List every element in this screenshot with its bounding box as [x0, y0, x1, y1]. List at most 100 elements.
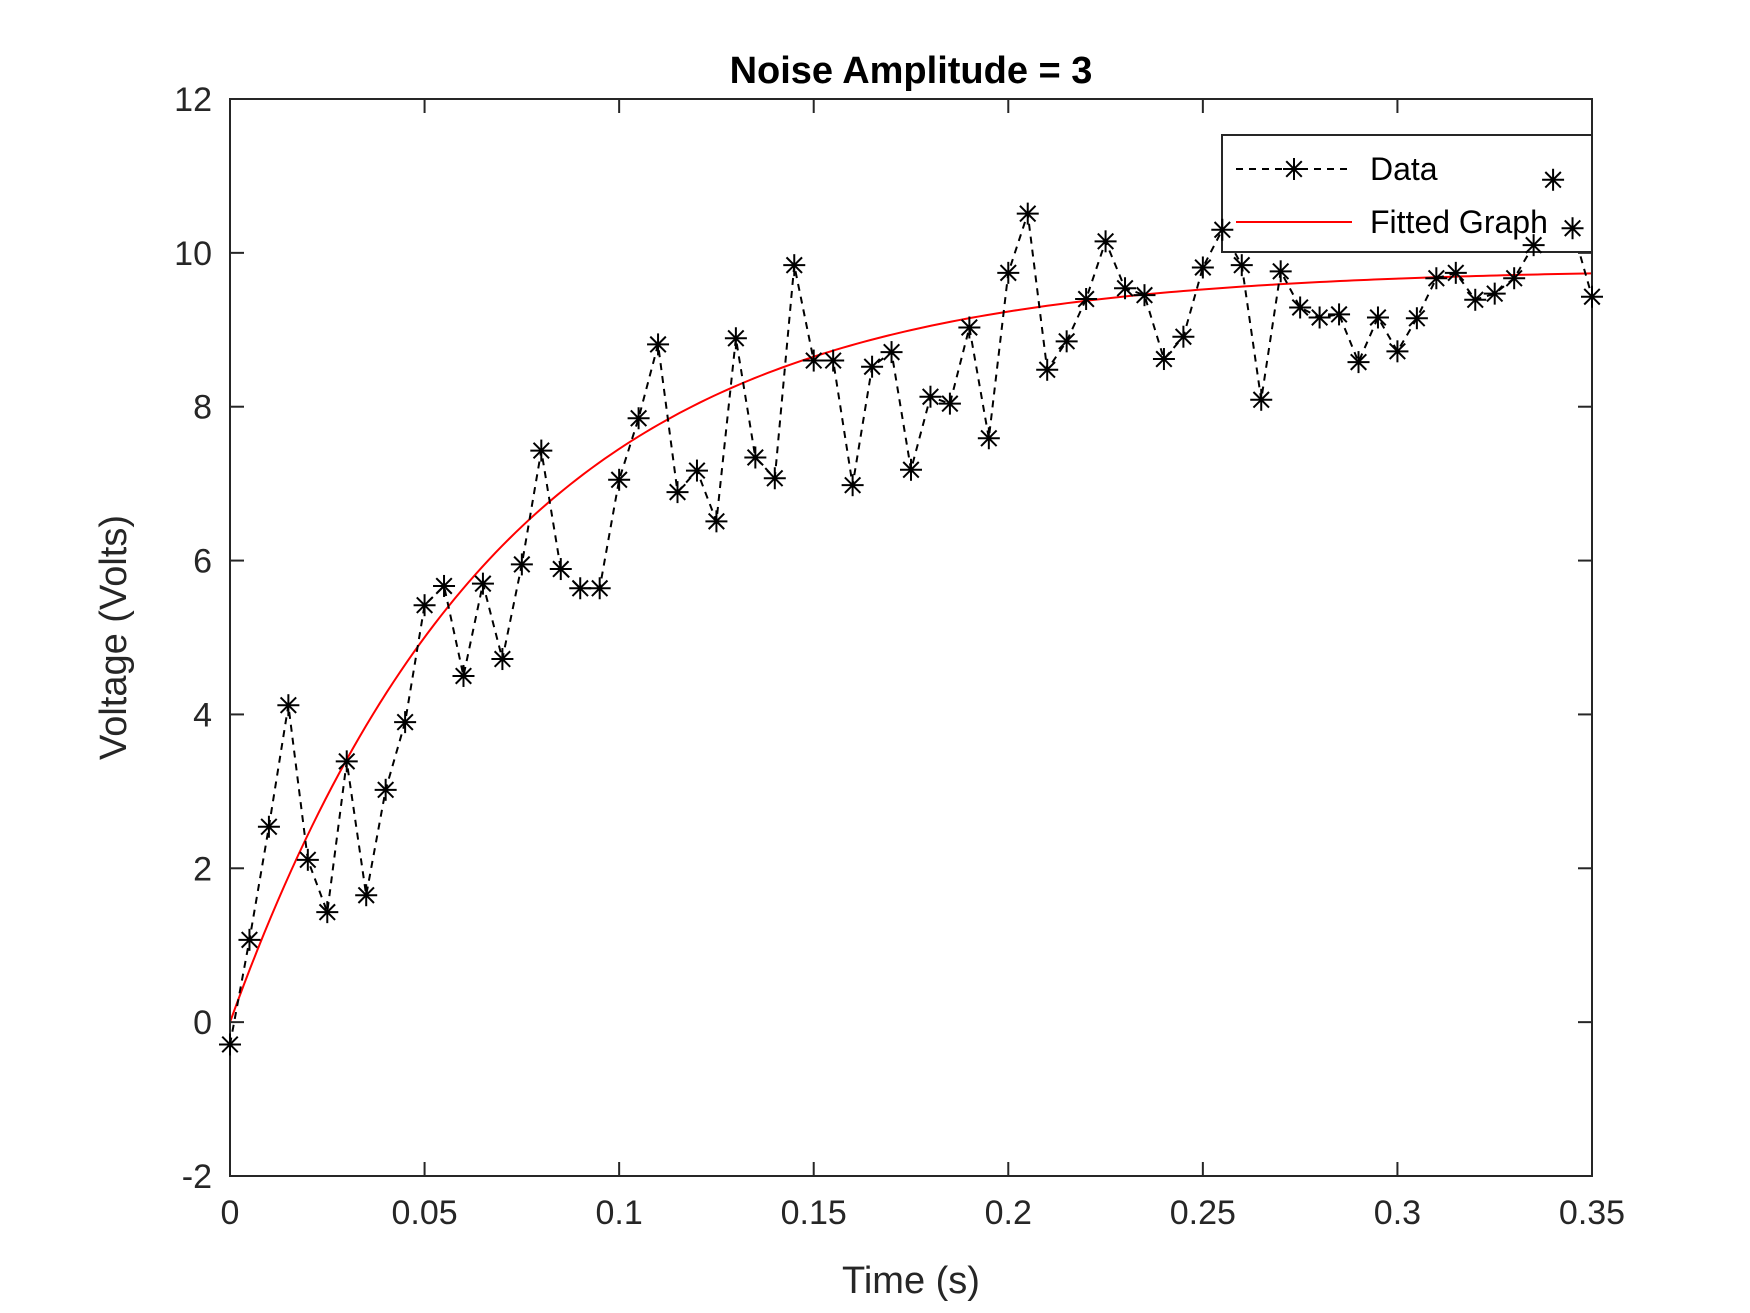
axes-box — [229, 98, 1593, 1177]
fitted-graph-line — [229, 272, 1593, 1023]
data-point — [1114, 277, 1137, 300]
data-point — [1425, 267, 1448, 290]
data-point — [569, 577, 592, 600]
chart-title: Noise Amplitude = 3 — [730, 50, 1093, 92]
data-point — [1016, 202, 1039, 225]
data-point — [433, 574, 456, 597]
plot-area — [230, 99, 1592, 1176]
data-point — [783, 254, 806, 277]
data-point — [1444, 261, 1467, 284]
data-point — [861, 355, 884, 378]
y-axis-title: Voltage (Volts) — [93, 515, 135, 760]
data-point — [277, 694, 300, 717]
data-point — [1464, 288, 1487, 311]
x-tick-label: 0.05 — [391, 1194, 457, 1232]
legend-entry-fitted-graph: Fitted Graph — [1370, 204, 1548, 240]
data-point — [1503, 267, 1526, 290]
data-point — [958, 316, 981, 339]
data-point — [452, 664, 475, 687]
data-point — [1133, 284, 1156, 307]
data-point — [1289, 296, 1312, 319]
x-tick-label: 0.25 — [1170, 1194, 1236, 1232]
data-point — [608, 468, 631, 491]
data-point — [763, 467, 786, 490]
data-point — [627, 407, 650, 430]
x-tick-label: 0.1 — [596, 1194, 643, 1232]
data-point — [510, 553, 533, 576]
data-point — [1269, 260, 1292, 283]
data-point — [900, 458, 922, 481]
legend: Data Fitted Graph — [1221, 134, 1593, 253]
data-point — [316, 901, 339, 924]
data-point — [1405, 307, 1428, 330]
data-point — [1075, 288, 1098, 311]
data-point — [296, 848, 319, 871]
y-tick-label: 12 — [174, 81, 212, 119]
data-point — [588, 577, 611, 600]
data-point — [919, 385, 942, 408]
x-tick-label: 0 — [221, 1194, 240, 1232]
y-tick-label: -2 — [182, 1158, 212, 1196]
data-point — [1581, 285, 1603, 308]
y-tick-label: 10 — [174, 235, 212, 273]
x-tick-label: 0.15 — [781, 1194, 847, 1232]
x-tick-labels: 0 0.05 0.1 0.15 0.2 0.25 0.3 0.35 — [221, 1194, 1626, 1232]
data-point — [413, 594, 436, 617]
x-axis-title: Time (s) — [842, 1260, 980, 1302]
fitted-series-layer — [229, 272, 1593, 1023]
data-point — [724, 327, 747, 350]
data-point — [1055, 330, 1078, 353]
data-point — [374, 778, 397, 801]
data-point — [977, 427, 1000, 450]
data-point — [1483, 282, 1506, 305]
data-point — [685, 459, 708, 482]
data-point — [1211, 218, 1234, 241]
data-point — [238, 928, 261, 951]
axis-ticks — [229, 98, 1593, 1177]
data-point — [997, 261, 1020, 284]
data-point — [1308, 306, 1331, 329]
y-tick-label: 0 — [193, 1004, 212, 1042]
data-point — [355, 884, 378, 907]
data-point — [1191, 256, 1214, 279]
x-tick-label: 0.3 — [1374, 1194, 1421, 1232]
data-point — [1347, 351, 1370, 374]
y-tick-label: 2 — [193, 850, 212, 888]
legend-asterisk-marker — [1283, 158, 1305, 180]
data-point — [705, 510, 728, 533]
data-point — [471, 572, 494, 595]
data-point — [257, 815, 280, 838]
data-point — [1172, 325, 1195, 348]
y-tick-label: 4 — [193, 696, 212, 734]
x-tick-label: 0.35 — [1559, 1194, 1625, 1232]
data-point — [1366, 306, 1389, 329]
legend-box — [1221, 134, 1593, 253]
data-point — [1328, 303, 1351, 326]
data-point — [1230, 254, 1253, 277]
data-point — [744, 446, 767, 469]
y-tick-label: 6 — [193, 543, 212, 581]
legend-data-marker — [1283, 158, 1305, 180]
data-point — [394, 711, 417, 734]
data-point — [647, 333, 670, 356]
data-point — [530, 439, 553, 462]
data-point — [1542, 168, 1565, 191]
data-point — [549, 558, 572, 581]
data-point — [1250, 388, 1273, 411]
data-point — [491, 648, 514, 671]
data-point — [841, 474, 864, 497]
data-point — [219, 1033, 241, 1056]
data-point — [802, 349, 825, 372]
y-tick-label: 8 — [193, 389, 212, 427]
data-point — [1036, 358, 1059, 381]
data-point — [1386, 340, 1409, 363]
legend-entry-data: Data — [1370, 151, 1438, 187]
data-point — [1522, 234, 1545, 257]
x-tick-label: 0.2 — [985, 1194, 1032, 1232]
data-point — [335, 750, 358, 773]
data-point — [666, 481, 689, 504]
y-tick-labels: -2 0 2 4 6 8 10 12 — [174, 81, 212, 1196]
data-point — [822, 349, 845, 372]
data-point — [1561, 217, 1584, 240]
data-point — [1152, 348, 1175, 371]
